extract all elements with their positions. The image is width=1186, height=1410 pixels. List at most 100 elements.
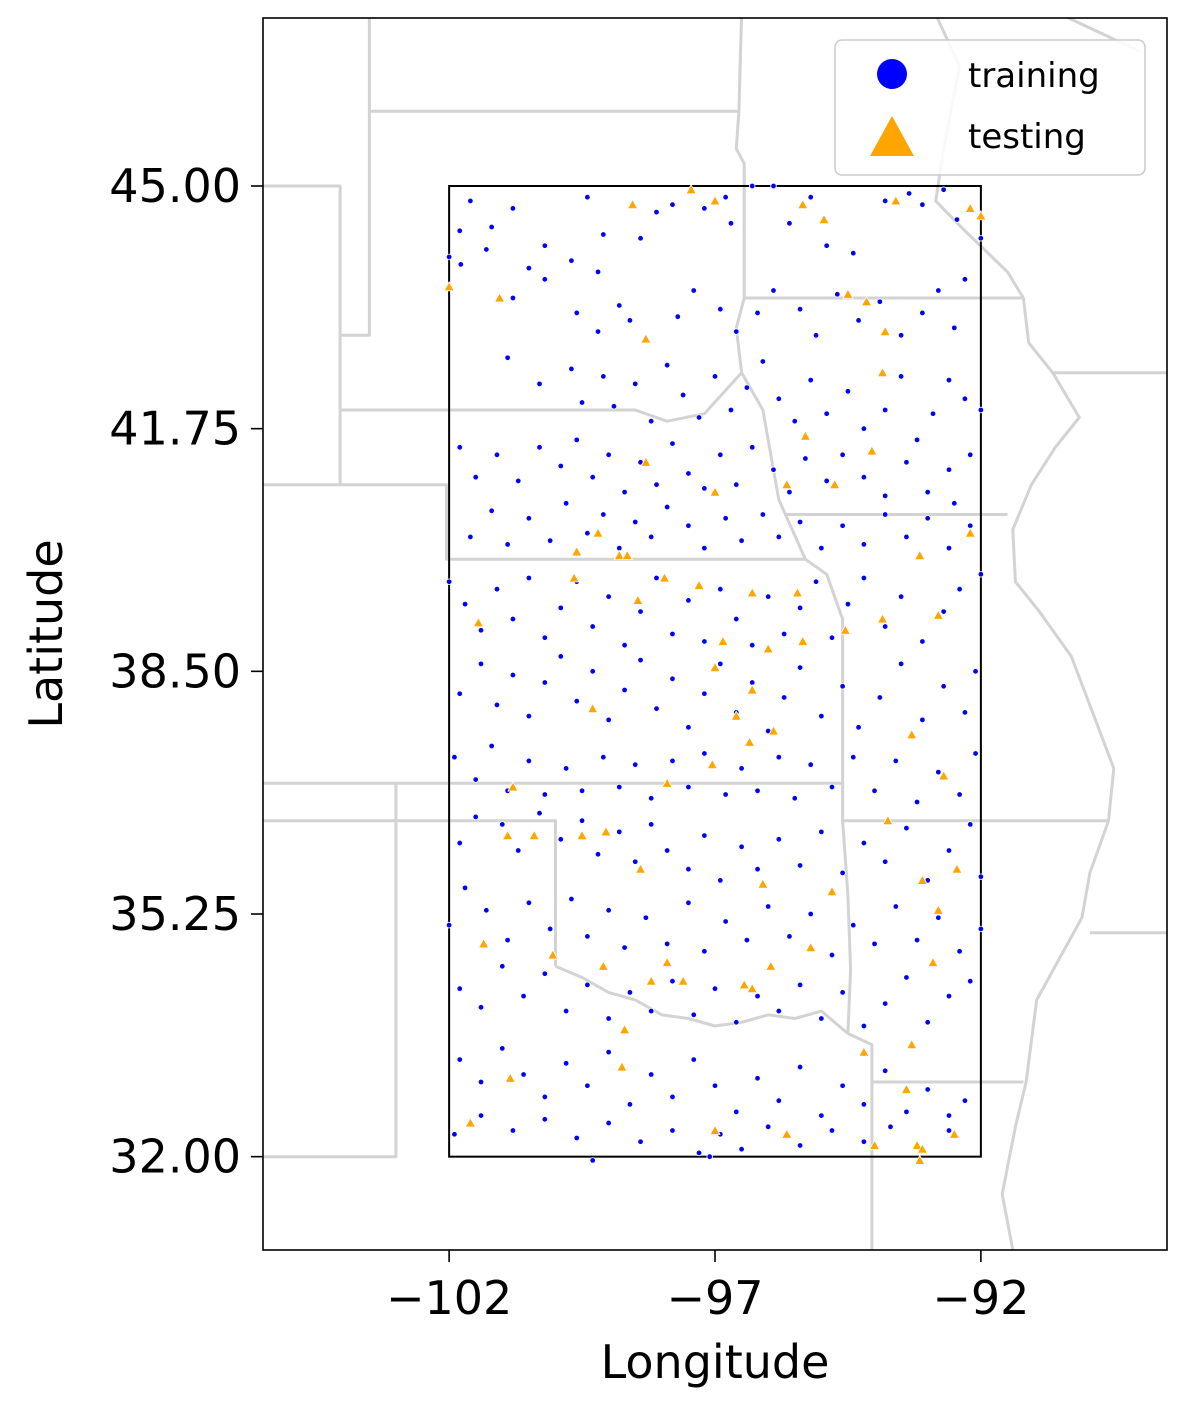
training-point-167	[897, 593, 905, 600]
training-point-116	[546, 537, 554, 544]
training-point-17	[770, 182, 777, 190]
training-point-303	[796, 981, 804, 989]
training-point-188	[717, 660, 724, 668]
testing-point-30	[791, 587, 804, 598]
training-point-26	[953, 216, 961, 223]
testing-point-73	[882, 814, 894, 826]
training-point-310	[945, 992, 953, 1000]
training-point-216	[685, 783, 692, 791]
training-point-332	[881, 1067, 889, 1074]
training-point-162	[812, 578, 820, 585]
training-point-2	[456, 227, 463, 234]
training-point-44	[796, 306, 804, 313]
testing-point-60	[677, 975, 689, 986]
testing-point-27	[632, 594, 644, 605]
training-point-164	[844, 600, 852, 608]
training-point-260	[445, 922, 453, 929]
training-point-157	[733, 615, 740, 623]
training-point-352	[887, 1123, 894, 1130]
testing-point-13	[879, 325, 891, 337]
training-point-143	[509, 615, 517, 623]
training-point-64	[695, 414, 703, 421]
training-point-266	[568, 895, 575, 903]
testing-point-4	[685, 183, 697, 195]
training-point-63	[679, 391, 687, 399]
training-point-118	[584, 530, 591, 537]
training-point-316	[541, 1093, 549, 1101]
testing-point-50	[501, 829, 514, 840]
training-point-214	[647, 795, 655, 802]
x-tick-label-1: −97	[666, 1271, 763, 1325]
training-point-182	[621, 686, 628, 694]
training-point-293	[584, 981, 591, 989]
testing-point-5	[709, 195, 721, 206]
training-point-305	[839, 989, 846, 996]
training-point-238	[578, 817, 586, 824]
testing-point-14	[876, 366, 889, 378]
training-point-355	[706, 1153, 713, 1160]
training-point-348	[764, 1123, 772, 1130]
training-point-68	[759, 358, 767, 365]
x-tick-label-0: −102	[386, 1271, 512, 1325]
training-point-85	[515, 477, 522, 485]
training-point-183	[637, 656, 644, 664]
training-point-159	[764, 593, 772, 600]
training-point-169	[940, 608, 947, 615]
training-point-331	[860, 1101, 868, 1108]
testing-point-29	[746, 587, 758, 598]
training-point-60	[632, 380, 639, 388]
training-point-41	[733, 328, 740, 335]
testing-point-17	[828, 478, 841, 490]
training-point-58	[600, 373, 607, 380]
training-point-290	[520, 992, 527, 1000]
training-point-71	[807, 376, 814, 384]
training-point-261	[461, 884, 469, 892]
training-point-252	[839, 869, 846, 877]
training-point-155	[701, 638, 708, 645]
training-point-32	[541, 276, 549, 283]
testing-point-38	[717, 635, 729, 646]
training-point-283	[913, 936, 921, 944]
testing-point-54	[757, 878, 769, 889]
boundary-line-0	[340, 18, 371, 337]
testing-point-52	[600, 826, 612, 837]
training-point-209	[562, 765, 570, 772]
testing-point-64	[547, 949, 559, 960]
training-point-11	[653, 208, 660, 216]
training-point-291	[541, 970, 549, 977]
training-point-122	[647, 533, 655, 541]
training-point-151	[637, 608, 644, 615]
testing-point-6	[797, 198, 809, 210]
testing-point-47	[507, 781, 519, 792]
training-point-272	[685, 899, 692, 906]
training-point-54	[504, 354, 511, 361]
training-point-5	[541, 242, 549, 249]
training-point-318	[584, 1082, 591, 1089]
testing-point-51	[576, 829, 588, 840]
training-point-49	[897, 332, 905, 339]
training-point-24	[919, 201, 926, 208]
training-point-163	[828, 634, 836, 641]
training-point-75	[881, 406, 889, 414]
boundary-line-3	[340, 371, 743, 423]
training-point-184	[653, 705, 660, 712]
testing-point-36	[797, 635, 809, 646]
training-point-258	[967, 821, 974, 828]
training-point-77	[913, 436, 921, 444]
training-point-217	[701, 750, 708, 757]
testing-point-56	[805, 941, 817, 952]
testing-point-23	[571, 546, 583, 557]
testing-point-48	[472, 616, 485, 628]
training-point-158	[749, 642, 756, 649]
training-point-243	[663, 847, 671, 854]
training-point-286	[977, 925, 985, 933]
training-point-66	[727, 406, 735, 414]
training-point-314	[499, 1045, 506, 1052]
training-point-171	[977, 571, 985, 578]
training-point-231	[972, 750, 979, 757]
training-point-133	[860, 541, 868, 548]
training-point-107	[903, 459, 910, 466]
training-point-223	[807, 761, 814, 768]
training-point-232	[456, 839, 463, 847]
testing-point-72	[906, 728, 918, 740]
